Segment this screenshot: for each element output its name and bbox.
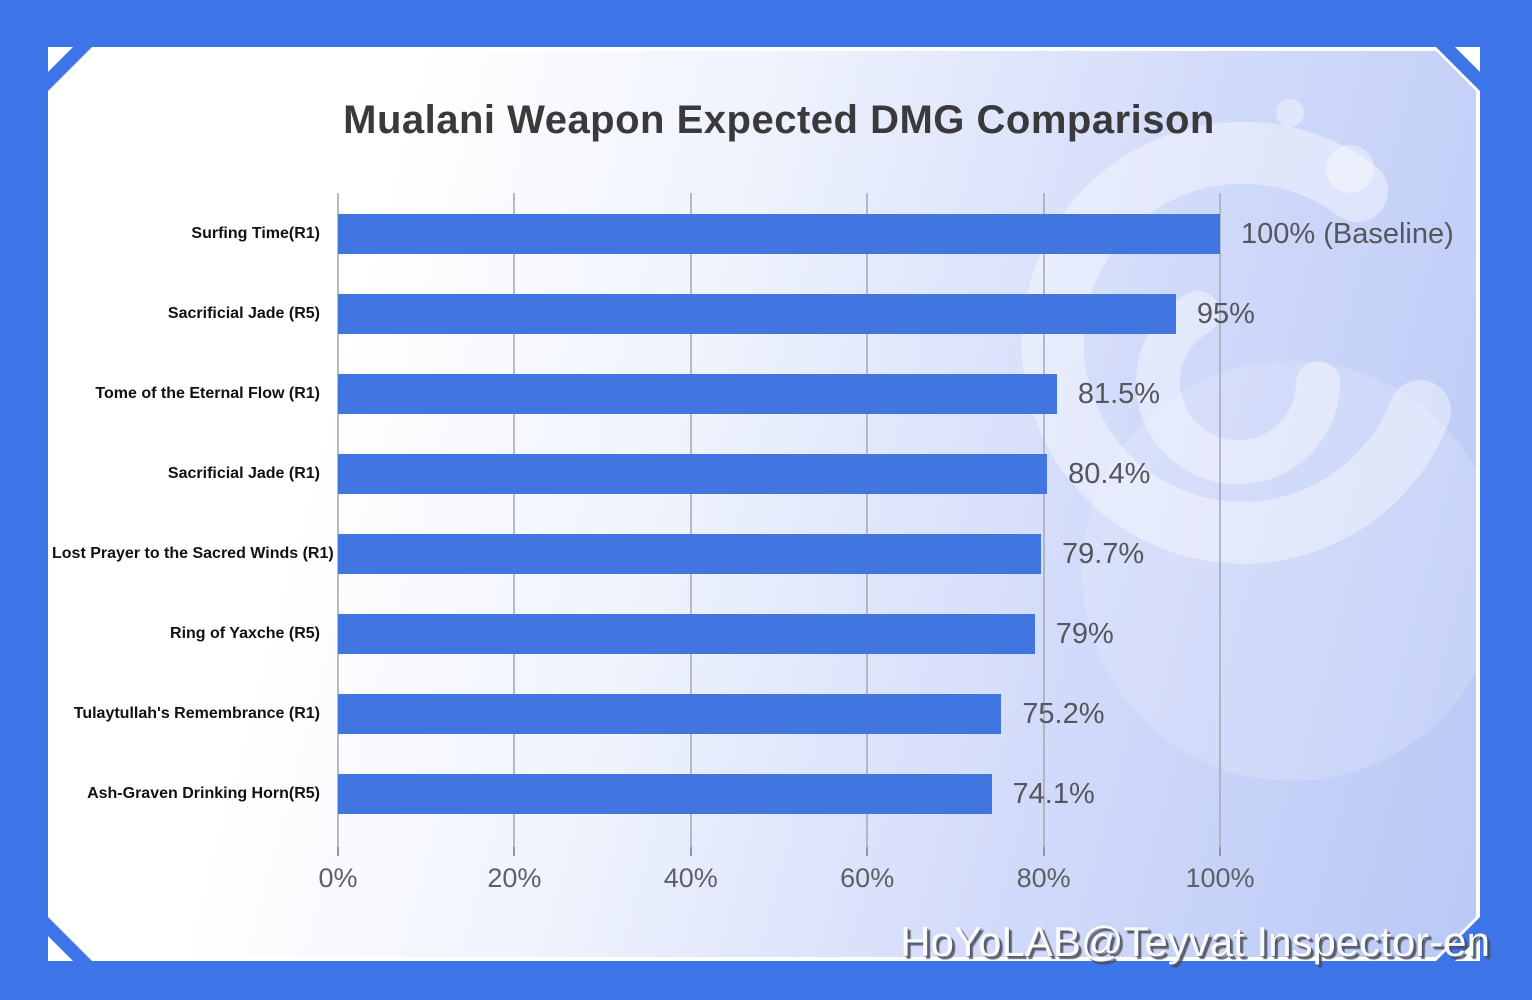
category-label: Tulaytullah's Remembrance (R1) <box>73 705 320 722</box>
category-label: Tome of the Eternal Flow (R1) <box>95 385 320 402</box>
gridline <box>866 193 868 847</box>
corner-accent-bottom-left <box>48 936 73 961</box>
bar <box>338 614 1035 654</box>
value-label: 100% (Baseline) <box>1241 218 1454 250</box>
corner-accent-top-right <box>1455 47 1480 72</box>
water-swirl-decoration <box>52 51 1476 957</box>
x-tick-label: 80% <box>1016 863 1071 893</box>
x-tick-mark <box>1043 847 1045 856</box>
corner-accent-top-left <box>48 47 73 72</box>
category-label: Sacrificial Jade (R1) <box>167 465 320 482</box>
x-tick-label: 100% <box>1185 863 1255 893</box>
x-tick-label: 20% <box>487 863 542 893</box>
x-tick-mark <box>866 847 868 856</box>
bar <box>338 774 992 814</box>
gridline <box>513 193 515 847</box>
value-label: 74.1% <box>1012 778 1095 810</box>
gridline <box>1043 193 1045 847</box>
bar <box>338 294 1176 334</box>
chart-card: Mualani Weapon Expected DMG Comparison 0… <box>48 47 1480 961</box>
value-label: 75.2% <box>1022 698 1105 730</box>
bar <box>338 694 1001 734</box>
category-label: Sacrificial Jade (R5) <box>167 305 320 322</box>
bar <box>338 454 1047 494</box>
x-tick-label: 0% <box>318 863 358 893</box>
x-tick-label: 60% <box>840 863 895 893</box>
card-surface: Mualani Weapon Expected DMG Comparison 0… <box>52 51 1476 957</box>
x-tick-label: 40% <box>663 863 718 893</box>
watermark: HoYoLAB@Teyvat Inspector-en <box>900 918 1490 965</box>
value-label: 79.7% <box>1061 538 1145 570</box>
x-tick-mark <box>690 847 692 856</box>
category-label: Ring of Yaxche (R5) <box>170 625 320 642</box>
x-tick-mark <box>513 847 515 856</box>
value-label: 79% <box>1055 618 1114 650</box>
value-label: 95% <box>1196 298 1255 330</box>
bar <box>338 534 1041 574</box>
bar <box>338 214 1220 254</box>
x-tick-mark <box>1219 847 1221 856</box>
x-tick-mark <box>337 847 339 856</box>
gridline <box>1219 193 1221 847</box>
value-label: 81.5% <box>1077 378 1161 410</box>
gridline <box>690 193 692 847</box>
value-label: 80.4% <box>1068 458 1151 490</box>
chart-title: Mualani Weapon Expected DMG Comparison <box>343 98 1215 142</box>
category-label: Ash-Graven Drinking Horn(R5) <box>87 785 320 802</box>
bar <box>338 374 1057 414</box>
category-label: Lost Prayer to the Sacred Winds (R1) <box>52 545 334 562</box>
gridline <box>337 193 339 847</box>
category-label: Surfing Time(R1) <box>191 225 320 242</box>
